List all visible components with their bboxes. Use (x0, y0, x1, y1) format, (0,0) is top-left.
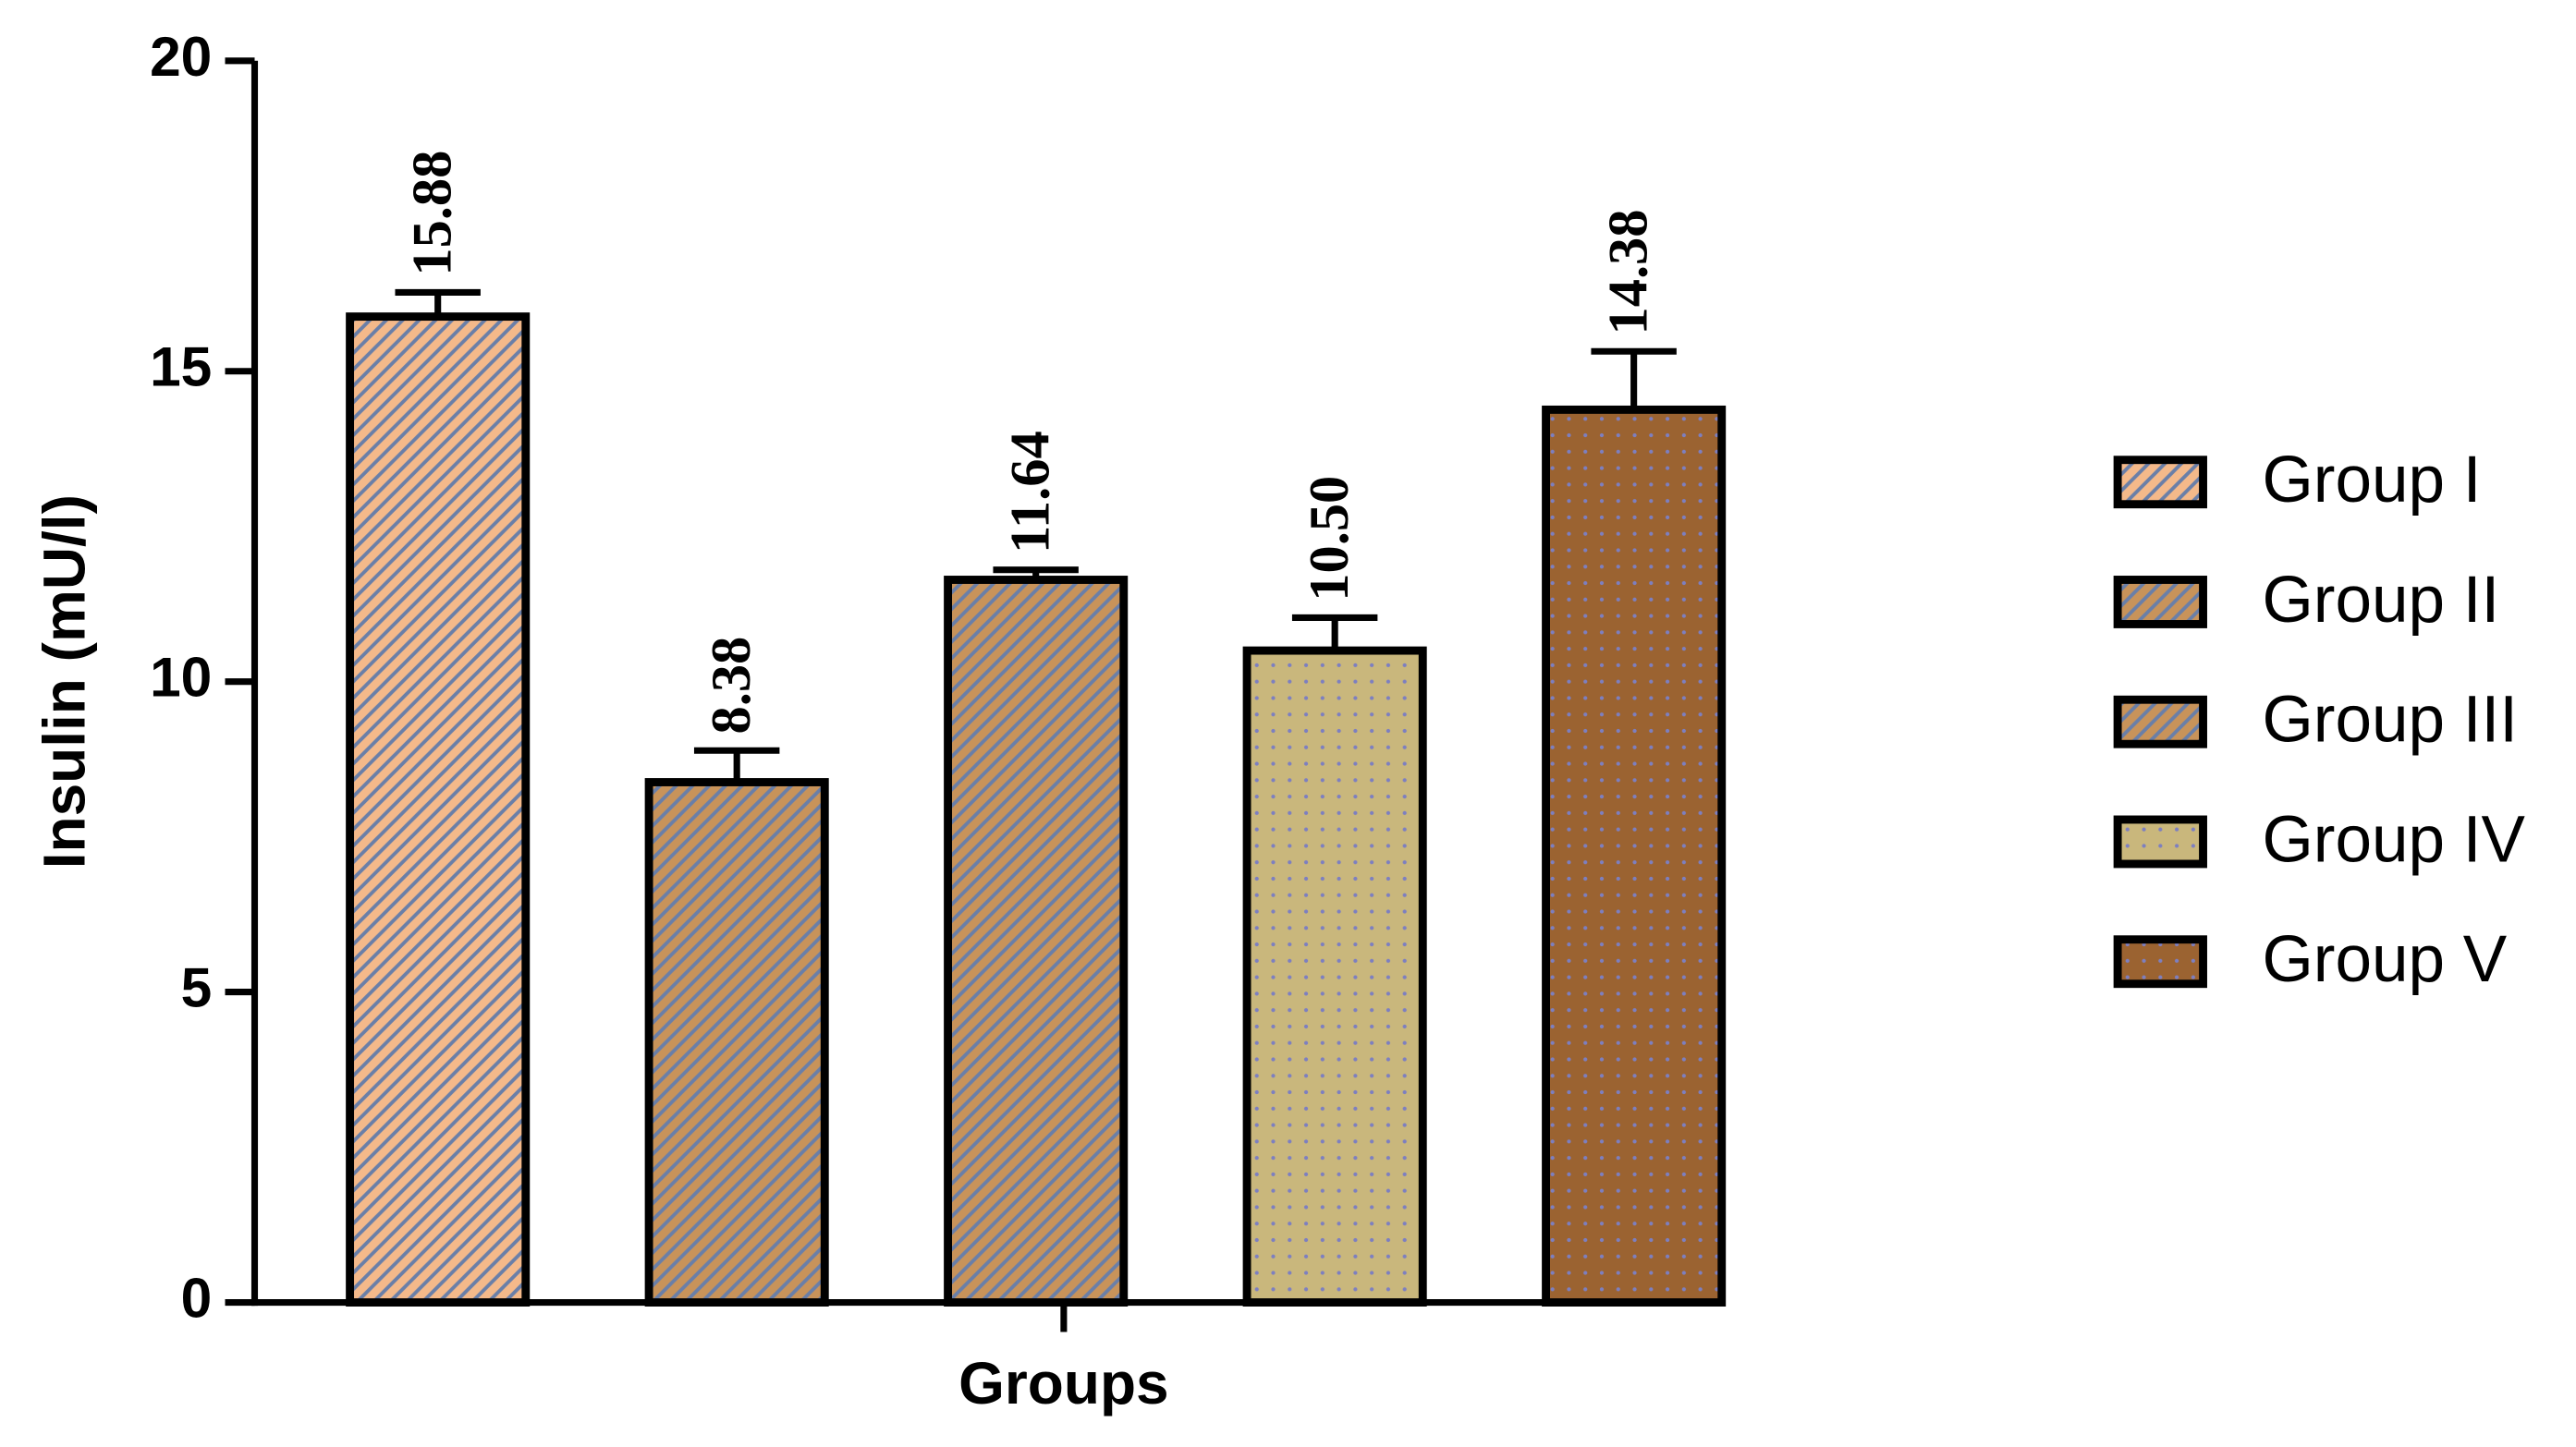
bar (346, 312, 531, 1307)
value-label: 8.38 (701, 637, 763, 735)
x-tick-label: Groups (958, 1350, 1168, 1417)
legend-label: Group I (2263, 444, 2482, 517)
bar (1242, 646, 1427, 1307)
legend-label: Group III (2263, 684, 2519, 757)
legend-label: Group II (2263, 564, 2500, 637)
error-bar (993, 566, 1079, 580)
legend-swatch (2113, 935, 2207, 989)
y-tick-label: 20 (150, 25, 212, 88)
legend-swatch (2113, 456, 2207, 509)
bar (944, 576, 1129, 1307)
y-tick-label: 10 (150, 646, 212, 709)
y-tick-label: 0 (181, 1267, 213, 1330)
legend-swatch (2113, 815, 2207, 869)
value-label: 14.38 (1598, 210, 1660, 335)
y-axis-title: Insulin (mU/l) (31, 494, 98, 869)
legend-swatch (2113, 695, 2207, 748)
legend-swatch (2113, 576, 2207, 628)
legend-label: Group V (2263, 923, 2508, 996)
bar (1542, 405, 1727, 1307)
error-bar (1291, 614, 1378, 651)
error-bar (693, 747, 780, 783)
error-bar (395, 288, 481, 317)
value-label: 11.64 (1000, 431, 1062, 553)
value-label: 10.50 (1299, 476, 1361, 602)
y-tick-label: 5 (181, 956, 213, 1019)
bar (644, 778, 829, 1307)
y-tick-label: 15 (150, 335, 212, 398)
value-label: 15.88 (402, 151, 464, 276)
error-bar (1591, 347, 1677, 410)
legend-label: Group IV (2263, 803, 2526, 876)
